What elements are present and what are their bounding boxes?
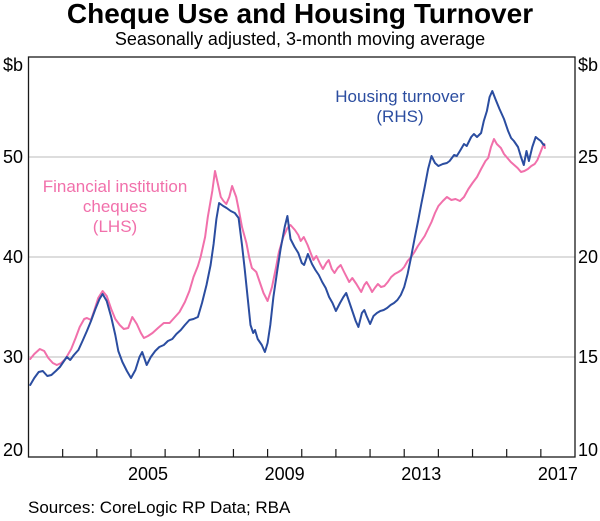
- sources-note: Sources: CoreLogic RP Data; RBA: [28, 498, 291, 517]
- x-year-label-2017: 2017: [537, 464, 578, 484]
- x-year-label-2009: 2009: [264, 464, 305, 484]
- cheques-annotation-line3: (LHS): [92, 217, 138, 236]
- left-tick-label-40: 40: [2, 247, 23, 267]
- right-tick-label-10: 10: [578, 440, 599, 460]
- housing-turnover-line: [29, 90, 546, 386]
- chart-subtitle: Seasonally adjusted, 3-month moving aver…: [114, 29, 486, 49]
- chart-title: Cheque Use and Housing Turnover: [66, 0, 534, 29]
- left-tick-label-20: 20: [2, 440, 23, 460]
- cheques-line: [29, 138, 546, 366]
- left-tick-label-50: 50: [2, 147, 23, 167]
- left-axis-unit: $b: [2, 55, 23, 75]
- right-tick-label-25: 25: [578, 147, 599, 167]
- right-tick-label-20: 20: [578, 247, 599, 267]
- right-axis-unit: $b: [578, 55, 599, 75]
- cheques-annotation-line2: cheques: [82, 197, 148, 216]
- housing-annotation-line2: (RHS): [376, 107, 424, 126]
- x-year-label-2013: 2013: [401, 464, 442, 484]
- right-tick-label-15: 15: [578, 347, 599, 367]
- cheques-annotation: Financial institution cheques (LHS): [15, 177, 215, 237]
- x-year-label-2005: 2005: [128, 464, 169, 484]
- left-tick-label-30: 30: [2, 347, 23, 367]
- housing-turnover-annotation: Housing turnover (RHS): [300, 87, 500, 127]
- housing-annotation-line1: Housing turnover: [335, 87, 465, 106]
- cheques-annotation-line1: Financial institution: [42, 177, 188, 196]
